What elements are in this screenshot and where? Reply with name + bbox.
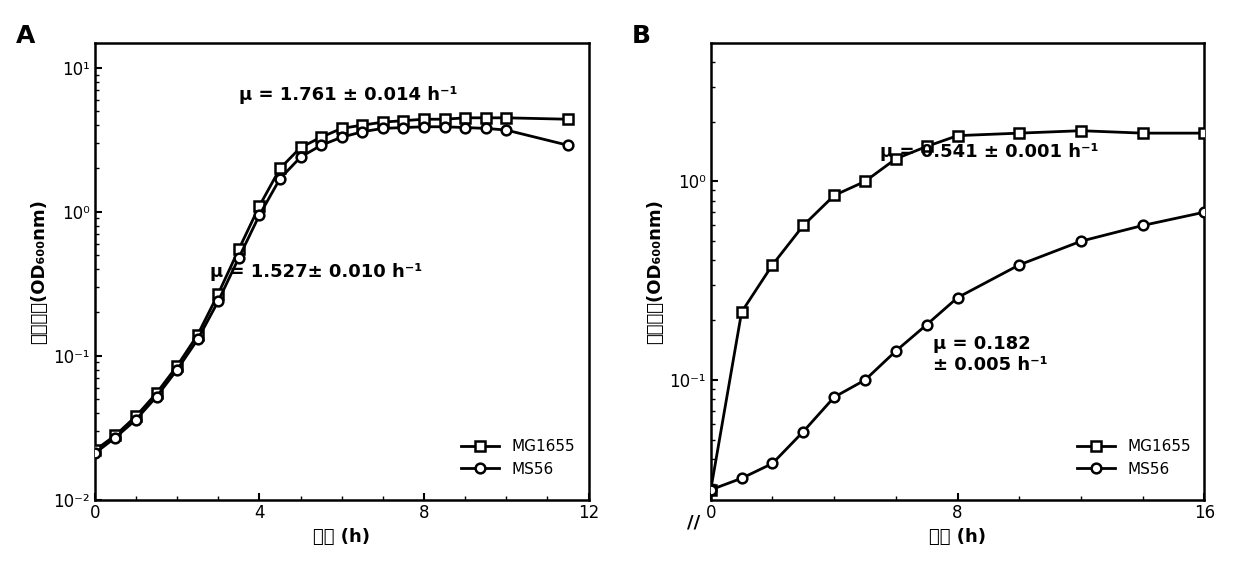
- MG1655: [458, 114, 472, 121]
- MS56: [796, 428, 811, 435]
- MG1655: [232, 246, 247, 252]
- MS56: [827, 393, 842, 400]
- MG1655: [88, 447, 103, 454]
- MS56: [919, 321, 934, 328]
- MG1655: [1197, 130, 1211, 136]
- MG1655: [827, 192, 842, 199]
- MS56: [1136, 222, 1151, 229]
- Text: B: B: [631, 25, 651, 49]
- MS56: [734, 475, 749, 482]
- MG1655: [703, 486, 718, 493]
- Legend: MG1655, MS56: MG1655, MS56: [1070, 433, 1197, 483]
- MS56: [396, 124, 410, 131]
- MS56: [950, 294, 965, 301]
- MS56: [376, 125, 391, 132]
- Text: A: A: [16, 25, 35, 49]
- MS56: [293, 154, 308, 160]
- MG1655: [1136, 130, 1151, 136]
- MS56: [108, 434, 123, 441]
- MG1655: [1074, 127, 1089, 134]
- MS56: [1197, 209, 1211, 216]
- Line: MG1655: MG1655: [91, 113, 573, 455]
- MS56: [1012, 262, 1027, 268]
- MG1655: [498, 114, 513, 121]
- MS56: [703, 486, 718, 493]
- MG1655: [149, 389, 164, 396]
- MS56: [355, 128, 370, 135]
- Text: μ = 0.541 ± 0.001 h⁻¹: μ = 0.541 ± 0.001 h⁻¹: [880, 143, 1099, 162]
- MG1655: [560, 116, 575, 123]
- MG1655: [479, 114, 494, 121]
- MG1655: [919, 143, 934, 150]
- MS56: [170, 366, 185, 373]
- MG1655: [376, 119, 391, 126]
- MG1655: [293, 144, 308, 151]
- X-axis label: 时间 (h): 时间 (h): [929, 528, 986, 546]
- Y-axis label: 细胞密度(OD₆₀₀nm): 细胞密度(OD₆₀₀nm): [30, 199, 48, 344]
- MS56: [232, 254, 247, 261]
- MS56: [211, 297, 226, 304]
- MG1655: [417, 116, 432, 123]
- X-axis label: 时间 (h): 时间 (h): [314, 528, 371, 546]
- Text: //: //: [687, 513, 701, 532]
- MS56: [498, 127, 513, 134]
- MS56: [458, 124, 472, 131]
- MS56: [1074, 238, 1089, 244]
- MG1655: [273, 165, 288, 172]
- Line: MS56: MS56: [91, 122, 573, 458]
- Text: μ = 1.527± 0.010 h⁻¹: μ = 1.527± 0.010 h⁻¹: [210, 263, 423, 282]
- MG1655: [252, 203, 267, 210]
- MS56: [560, 142, 575, 148]
- MS56: [129, 416, 144, 423]
- MS56: [765, 460, 780, 467]
- MG1655: [950, 132, 965, 139]
- MG1655: [335, 125, 350, 132]
- MG1655: [211, 290, 226, 297]
- MG1655: [355, 122, 370, 128]
- MG1655: [858, 178, 873, 185]
- MG1655: [129, 413, 144, 420]
- MG1655: [170, 363, 185, 369]
- MS56: [335, 134, 350, 140]
- MS56: [858, 377, 873, 384]
- MG1655: [734, 308, 749, 315]
- MG1655: [396, 117, 410, 124]
- MG1655: [765, 262, 780, 268]
- MS56: [314, 142, 329, 148]
- Y-axis label: 细胞密度(OD₆₀₀nm): 细胞密度(OD₆₀₀nm): [646, 199, 663, 344]
- MS56: [190, 336, 205, 343]
- Legend: MG1655, MS56: MG1655, MS56: [455, 433, 580, 483]
- Line: MS56: MS56: [706, 207, 1209, 494]
- Text: μ = 1.761 ± 0.014 h⁻¹: μ = 1.761 ± 0.014 h⁻¹: [239, 86, 458, 104]
- MS56: [88, 450, 103, 457]
- MS56: [417, 123, 432, 130]
- MG1655: [314, 134, 329, 140]
- MS56: [438, 123, 453, 130]
- Text: μ = 0.182
± 0.005 h⁻¹: μ = 0.182 ± 0.005 h⁻¹: [932, 335, 1048, 373]
- MS56: [479, 125, 494, 132]
- MG1655: [888, 155, 903, 162]
- Line: MG1655: MG1655: [706, 126, 1209, 494]
- MG1655: [190, 331, 205, 338]
- MG1655: [796, 222, 811, 229]
- MG1655: [108, 432, 123, 439]
- MG1655: [438, 116, 453, 123]
- MS56: [252, 212, 267, 219]
- MS56: [273, 175, 288, 182]
- MG1655: [1012, 130, 1027, 136]
- MS56: [149, 393, 164, 400]
- MS56: [888, 348, 903, 355]
